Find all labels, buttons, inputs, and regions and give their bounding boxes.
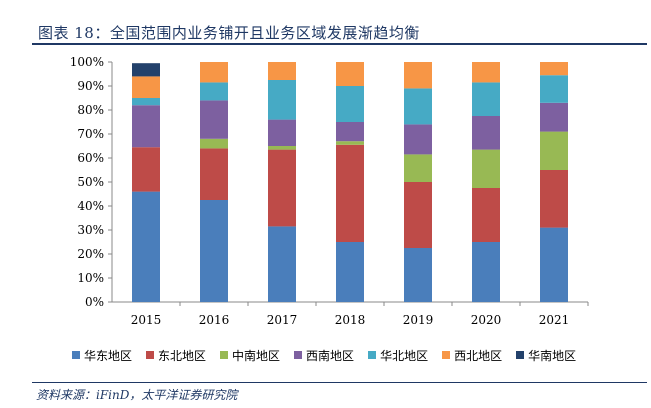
legend-swatch: [146, 351, 155, 359]
title-divider: [32, 43, 647, 45]
bar-segment: [268, 80, 296, 120]
y-tick-label: 0%: [85, 295, 104, 309]
bar-segment: [268, 226, 296, 302]
bar-segment: [472, 188, 500, 242]
bar-segment: [268, 149, 296, 227]
bar-segment: [472, 82, 500, 116]
legend-swatch: [294, 351, 303, 359]
bar-segment: [472, 242, 500, 302]
x-tick-label: 2015: [131, 313, 162, 327]
y-tick-label: 50%: [77, 175, 104, 189]
bar-segment: [472, 62, 500, 83]
bar-segment: [200, 138, 228, 149]
y-tick-label: 90%: [77, 79, 104, 93]
legend-item: 华北地区: [368, 347, 428, 364]
bar-segment: [132, 105, 160, 148]
stacked-bar-chart: 0% 10% 20% 30% 40% 50% 60% 70% 80% 90% 100% 2015 201…: [70, 55, 589, 327]
y-tick-label: 40%: [77, 199, 104, 213]
bar-segment: [268, 146, 296, 150]
x-tick-label: 2017: [267, 313, 298, 327]
x-tick-label: 2021: [539, 313, 570, 327]
y-tick-label: 80%: [77, 103, 104, 117]
bar-segment: [472, 116, 500, 150]
bar-segment: [200, 82, 228, 101]
legend-label: 华南地区: [528, 348, 577, 363]
footer-divider: [32, 382, 647, 383]
legend-item: 华东地区: [72, 347, 132, 364]
bar-segment: [540, 102, 568, 132]
bar-segment: [336, 86, 364, 122]
bar-segment: [132, 98, 160, 106]
legend-label: 中南地区: [232, 348, 281, 363]
bar-segment: [336, 141, 364, 145]
legend-item: 中南地区: [220, 347, 280, 364]
bar-segment: [132, 191, 160, 302]
bar-segment: [268, 119, 296, 146]
legend-swatch: [516, 351, 525, 359]
title-bar: 图表 18：全国范围内业务铺开且业务区域发展渐趋均衡: [0, 0, 651, 45]
bar-segment: [540, 170, 568, 228]
bar-segment: [132, 147, 160, 192]
bar-segment: [132, 76, 160, 98]
bar-segment: [540, 131, 568, 170]
x-tick-label: 2018: [335, 313, 366, 327]
legend-label: 东北地区: [158, 348, 207, 363]
bar-segment: [336, 122, 364, 142]
legend-swatch: [442, 351, 451, 359]
bar-segment: [404, 248, 432, 302]
legend-item: 东北地区: [146, 347, 206, 364]
y-tick-label: 60%: [77, 151, 104, 165]
bar-segment: [336, 242, 364, 302]
legend-item: 华南地区: [516, 347, 576, 364]
y-tick-label: 100%: [70, 55, 104, 69]
bar-segment: [200, 62, 228, 83]
legend-label: 华北地区: [380, 348, 429, 363]
bar-segment: [472, 149, 500, 188]
y-tick-label: 30%: [77, 223, 104, 237]
legend-label: 西北地区: [454, 348, 503, 363]
bar-segment: [336, 144, 364, 242]
bar-segment: [404, 182, 432, 248]
legend-swatch: [368, 351, 377, 359]
bar-segment: [200, 100, 228, 139]
legend-swatch: [220, 351, 229, 359]
chart-title: 图表 18：全国范围内业务铺开且业务区域发展渐趋均衡: [38, 24, 420, 42]
bar-segment: [336, 62, 364, 86]
legend-swatch: [72, 351, 80, 359]
legend-item: 西北地区: [442, 347, 502, 364]
bar-segment: [540, 227, 568, 302]
x-tick-label: 2019: [403, 313, 434, 327]
chart-legend: 华东地区 东北地区 中南地区 西南地区 华北地区 西北地区 华南地区: [72, 346, 642, 364]
legend-label: 华东地区: [84, 348, 133, 363]
y-tick-label: 70%: [77, 127, 104, 141]
bar-segment: [540, 75, 568, 103]
bar-segment: [200, 148, 228, 200]
bar-segment: [132, 63, 160, 77]
bar-segment: [404, 88, 432, 125]
bar-segment: [404, 154, 432, 182]
bar-segment: [200, 200, 228, 302]
x-tick-label: 2016: [199, 313, 230, 327]
legend-label: 西南地区: [306, 348, 355, 363]
x-tick-label: 2020: [471, 313, 502, 327]
bar-segment: [268, 62, 296, 80]
y-tick-label: 20%: [77, 247, 104, 261]
source-note: 资料来源：iFinD，太平洋证券研究院: [36, 388, 238, 402]
bar-segment: [404, 62, 432, 89]
bar-segment: [540, 62, 568, 76]
y-tick-label: 10%: [77, 271, 104, 285]
bar-segment: [404, 124, 432, 155]
legend-item: 西南地区: [294, 347, 354, 364]
